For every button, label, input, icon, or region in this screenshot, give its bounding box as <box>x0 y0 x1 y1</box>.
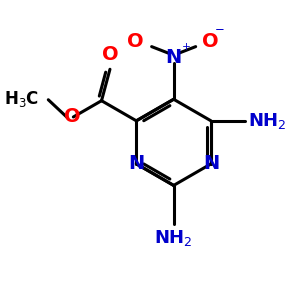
Text: H$_3$C: H$_3$C <box>4 89 40 109</box>
Text: N: N <box>166 48 182 67</box>
Text: $^{-}$: $^{-}$ <box>214 25 224 43</box>
Text: NH$_2$: NH$_2$ <box>248 111 287 131</box>
Text: O: O <box>64 107 81 127</box>
Text: N: N <box>128 154 145 173</box>
Text: $^{+}$: $^{+}$ <box>181 42 191 57</box>
Text: O: O <box>202 32 219 51</box>
Text: O: O <box>128 32 144 51</box>
Text: NH$_2$: NH$_2$ <box>154 227 193 248</box>
Text: O: O <box>102 46 118 64</box>
Text: N: N <box>203 154 219 173</box>
